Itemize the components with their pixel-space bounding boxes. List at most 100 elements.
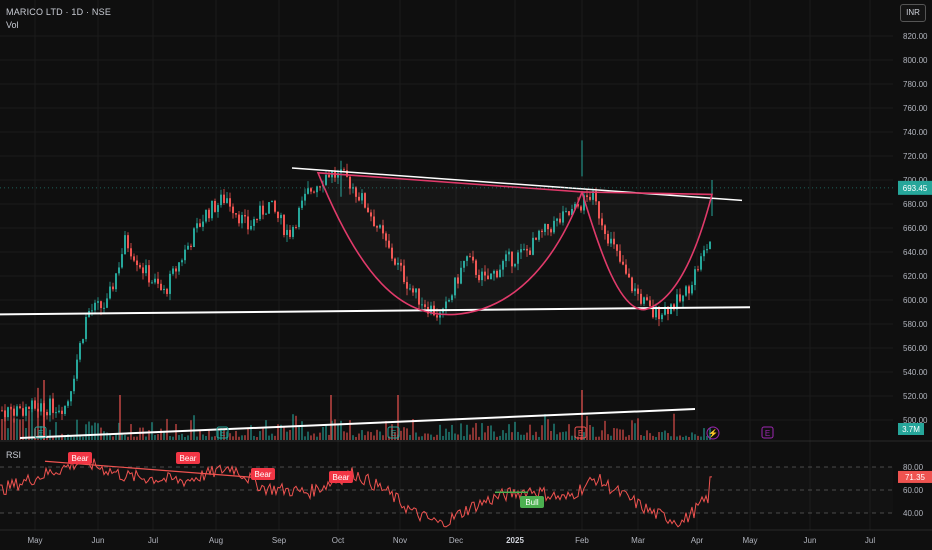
volume-bar (373, 435, 375, 440)
candle-body (286, 229, 288, 236)
candle-body (358, 196, 360, 201)
candle-body (373, 216, 375, 227)
rsi-value: 71.35 (905, 473, 926, 482)
candle-body (16, 406, 18, 416)
candle-body (634, 288, 636, 292)
time-tick-label: Dec (449, 536, 463, 545)
volume-bar (238, 436, 240, 440)
volume-bar (487, 425, 489, 440)
volume-bar (235, 430, 237, 440)
volume-bar (277, 424, 279, 440)
volume-bar (514, 421, 516, 440)
volume-bar (265, 420, 267, 440)
candle-body (283, 214, 285, 236)
candle-body (289, 229, 291, 237)
signal-bull-badge (520, 496, 544, 508)
volume-bar (517, 431, 519, 440)
candle-body (631, 277, 633, 292)
candle-body (157, 278, 159, 284)
candle-body (109, 286, 111, 299)
volume-bar (439, 424, 441, 440)
candle-body (196, 223, 198, 229)
candle-body (25, 406, 27, 416)
volume-bar (634, 423, 636, 440)
candle-body (481, 271, 483, 281)
signal-bear-badge (329, 471, 353, 483)
candle-body (643, 297, 645, 304)
volume-bar (586, 416, 588, 440)
volume-bar (64, 436, 66, 440)
volume-bar (400, 430, 402, 440)
candle-body (184, 249, 186, 261)
volume-bar (67, 434, 69, 440)
volume-bar (700, 436, 702, 440)
candle-body (262, 205, 264, 215)
candle-body (613, 238, 615, 245)
axes: 820.00 800.00 780.00 760.00 740.00 720.00 700.… (0, 32, 932, 545)
candle-body (7, 407, 9, 418)
volume-bar (481, 423, 483, 440)
volume-bar (106, 432, 108, 440)
time-tick-label: May (27, 536, 42, 545)
volume-bar (268, 435, 270, 440)
candle-body (142, 267, 144, 274)
volume-bar (358, 433, 360, 440)
volume-bar (661, 432, 663, 440)
volume-spike (581, 390, 583, 440)
candle-body (412, 288, 414, 293)
volume-bar (616, 428, 618, 440)
candle-body (436, 315, 438, 318)
volume-bar (307, 431, 309, 440)
candle-body (424, 304, 426, 307)
candle-body (403, 265, 405, 283)
candle-body (217, 205, 219, 212)
candle-body (508, 251, 510, 255)
volume-bar (79, 435, 81, 440)
volume-bar (610, 435, 612, 440)
candle-body (343, 169, 345, 171)
volume-bar (16, 418, 18, 440)
signal-bear-badge (251, 468, 275, 480)
lightning-event-icon (706, 426, 720, 440)
volume-bar (433, 436, 435, 440)
rsi-line (0, 457, 712, 528)
candle-body (73, 378, 75, 392)
rsi-tick-label: 80.00 (903, 463, 924, 472)
volume-bar (523, 434, 525, 440)
volume-bar (427, 433, 429, 440)
candle-body (4, 410, 6, 418)
currency-button[interactable]: INR (900, 4, 926, 22)
time-tick-label: Jul (865, 536, 875, 545)
volume-trendline (19, 408, 696, 439)
candle-body (625, 264, 627, 274)
volume-bar (628, 435, 630, 440)
candle-body (40, 403, 42, 412)
candle-body (307, 188, 309, 194)
support-line (0, 306, 751, 316)
candle-body (457, 277, 459, 284)
candle-body (685, 286, 687, 296)
volume-bar (319, 432, 321, 440)
candle-body (574, 203, 576, 210)
candle-body (178, 262, 180, 272)
candle-body (499, 269, 501, 278)
candle-body (604, 225, 606, 234)
candle-body (502, 261, 504, 270)
volume-bar (70, 436, 72, 440)
candle-body (79, 343, 81, 360)
candle-body (49, 398, 51, 416)
signal-bear-badge (176, 452, 200, 464)
candle-body (709, 241, 711, 250)
volume-bar (127, 436, 129, 440)
candle-body (337, 172, 339, 178)
candle-body (223, 194, 225, 203)
volume-bar (415, 432, 417, 440)
drawings[interactable] (0, 167, 893, 439)
volume-bar (217, 430, 219, 440)
volume-bar (247, 427, 249, 440)
candle-body (598, 201, 600, 219)
volume-bar (466, 424, 468, 440)
candle-body (610, 238, 612, 244)
candle-body (310, 188, 312, 192)
